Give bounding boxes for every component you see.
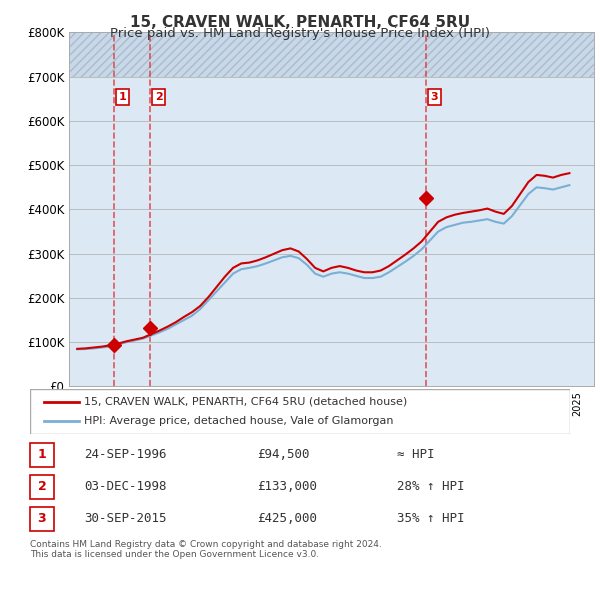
Text: £133,000: £133,000: [257, 480, 317, 493]
Text: 3: 3: [431, 92, 439, 102]
Text: 1: 1: [38, 448, 46, 461]
Text: Contains HM Land Registry data © Crown copyright and database right 2024.
This d: Contains HM Land Registry data © Crown c…: [30, 540, 382, 559]
Text: ≈ HPI: ≈ HPI: [397, 448, 435, 461]
FancyBboxPatch shape: [30, 507, 54, 531]
Text: Price paid vs. HM Land Registry's House Price Index (HPI): Price paid vs. HM Land Registry's House …: [110, 27, 490, 40]
FancyBboxPatch shape: [30, 442, 54, 467]
Text: 35% ↑ HPI: 35% ↑ HPI: [397, 512, 465, 525]
Text: 28% ↑ HPI: 28% ↑ HPI: [397, 480, 465, 493]
Text: 2: 2: [38, 480, 46, 493]
Text: 2: 2: [155, 92, 163, 102]
Text: 15, CRAVEN WALK, PENARTH, CF64 5RU: 15, CRAVEN WALK, PENARTH, CF64 5RU: [130, 15, 470, 30]
FancyBboxPatch shape: [30, 389, 570, 434]
Text: 1: 1: [119, 92, 127, 102]
Text: 15, CRAVEN WALK, PENARTH, CF64 5RU (detached house): 15, CRAVEN WALK, PENARTH, CF64 5RU (deta…: [84, 397, 407, 407]
Text: 30-SEP-2015: 30-SEP-2015: [84, 512, 167, 525]
Text: £425,000: £425,000: [257, 512, 317, 525]
Text: 3: 3: [38, 512, 46, 525]
FancyBboxPatch shape: [30, 475, 54, 499]
Text: 03-DEC-1998: 03-DEC-1998: [84, 480, 167, 493]
Text: 24-SEP-1996: 24-SEP-1996: [84, 448, 167, 461]
Text: HPI: Average price, detached house, Vale of Glamorgan: HPI: Average price, detached house, Vale…: [84, 417, 394, 426]
Text: £94,500: £94,500: [257, 448, 310, 461]
